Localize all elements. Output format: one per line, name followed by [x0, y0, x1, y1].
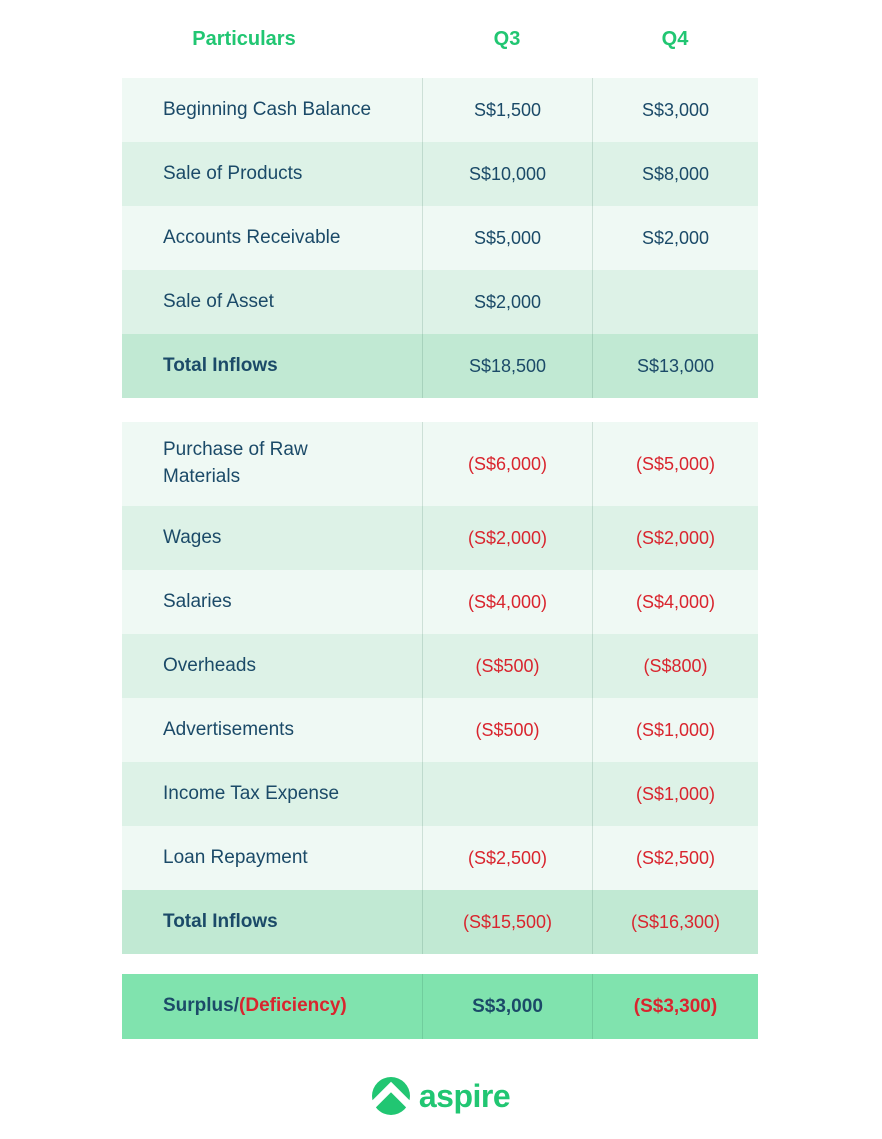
row-label: Advertisements: [163, 718, 294, 740]
q4-value: (S$16,300): [592, 890, 758, 954]
q4-value: S$2,000: [592, 206, 758, 270]
table-row: Wages (S$2,000) (S$2,000): [122, 506, 758, 570]
summary-section: Surplus/(Deficiency) S$3,000 (S$3,300): [122, 974, 758, 1039]
deficiency-label: (Deficiency): [239, 995, 347, 1017]
table-row: Loan Repayment (S$2,500) (S$2,500): [122, 826, 758, 890]
q4-value: (S$1,000): [592, 698, 758, 762]
total-inflows-row: Total Inflows S$18,500 S$13,000: [122, 334, 758, 398]
q3-value: (S$4,000): [422, 570, 592, 634]
surplus-label: Surplus/: [163, 995, 240, 1017]
q3-value: (S$6,000): [422, 422, 592, 506]
row-label: Overheads: [163, 654, 256, 676]
q3-value: S$1,500: [422, 78, 592, 142]
q4-value: (S$1,000): [592, 762, 758, 826]
table-row: Advertisements (S$500) (S$1,000): [122, 698, 758, 762]
q4-value: [592, 270, 758, 334]
aspire-logo-icon: [369, 1076, 413, 1120]
q3-value: (S$500): [422, 698, 592, 762]
table-row: Accounts Receivable S$5,000 S$2,000: [122, 206, 758, 270]
q4-value: S$13,000: [592, 334, 758, 398]
q3-value: (S$2,500): [422, 826, 592, 890]
header-particulars: Particulars: [192, 28, 296, 50]
row-label: Beginning Cash Balance: [163, 98, 372, 120]
row-label: Total Inflows: [163, 354, 278, 376]
q3-value: S$2,000: [422, 270, 592, 334]
table-row: Sale of Asset S$2,000: [122, 270, 758, 334]
row-label: Accounts Receivable: [163, 226, 341, 248]
row-label: Loan Repayment: [163, 846, 308, 868]
row-label: Sale of Asset: [163, 290, 274, 312]
q3-value: S$10,000: [422, 142, 592, 206]
aspire-logo-text: aspire: [418, 1078, 511, 1114]
q3-value: S$3,000: [422, 974, 592, 1039]
table-row: Sale of Products S$10,000 S$8,000: [122, 142, 758, 206]
q4-value: (S$3,300): [592, 974, 758, 1039]
inflows-section: Beginning Cash Balance S$1,500 S$3,000 S…: [122, 78, 758, 398]
table-row: Purchase of Raw Materials (S$6,000) (S$5…: [122, 422, 758, 506]
row-label: Sale of Products: [163, 162, 303, 184]
table-row: Salaries (S$4,000) (S$4,000): [122, 570, 758, 634]
row-label: Income Tax Expense: [163, 782, 340, 804]
table-row: Income Tax Expense (S$1,000): [122, 762, 758, 826]
q3-value: (S$2,000): [422, 506, 592, 570]
row-label: Salaries: [163, 590, 232, 612]
q3-value: [422, 762, 592, 826]
q3-value: S$5,000: [422, 206, 592, 270]
q3-value: (S$500): [422, 634, 592, 698]
row-label: Wages: [163, 526, 222, 548]
outflows-section: Purchase of Raw Materials (S$6,000) (S$5…: [122, 422, 758, 954]
row-label: Surplus/(Deficiency): [122, 974, 422, 1039]
q4-value: (S$4,000): [592, 570, 758, 634]
table-row: Overheads (S$500) (S$800): [122, 634, 758, 698]
q3-value: (S$15,500): [422, 890, 592, 954]
q4-value: (S$800): [592, 634, 758, 698]
q3-value: S$18,500: [422, 334, 592, 398]
surplus-deficiency-row: Surplus/(Deficiency) S$3,000 (S$3,300): [122, 974, 758, 1039]
column-header-row: Particulars Q3 Q4: [122, 28, 758, 51]
row-label: Purchase of Raw Materials: [163, 439, 308, 487]
header-q4: Q4: [661, 28, 689, 50]
row-label: Total Inflows: [163, 910, 278, 932]
q4-value: (S$2,000): [592, 506, 758, 570]
q4-value: (S$2,500): [592, 826, 758, 890]
table-row: Beginning Cash Balance S$1,500 S$3,000: [122, 78, 758, 142]
q4-value: S$8,000: [592, 142, 758, 206]
aspire-logo: aspire: [0, 1076, 882, 1120]
q4-value: S$3,000: [592, 78, 758, 142]
q4-value: (S$5,000): [592, 422, 758, 506]
header-q3: Q3: [493, 28, 521, 50]
total-outflows-row: Total Inflows (S$15,500) (S$16,300): [122, 890, 758, 954]
